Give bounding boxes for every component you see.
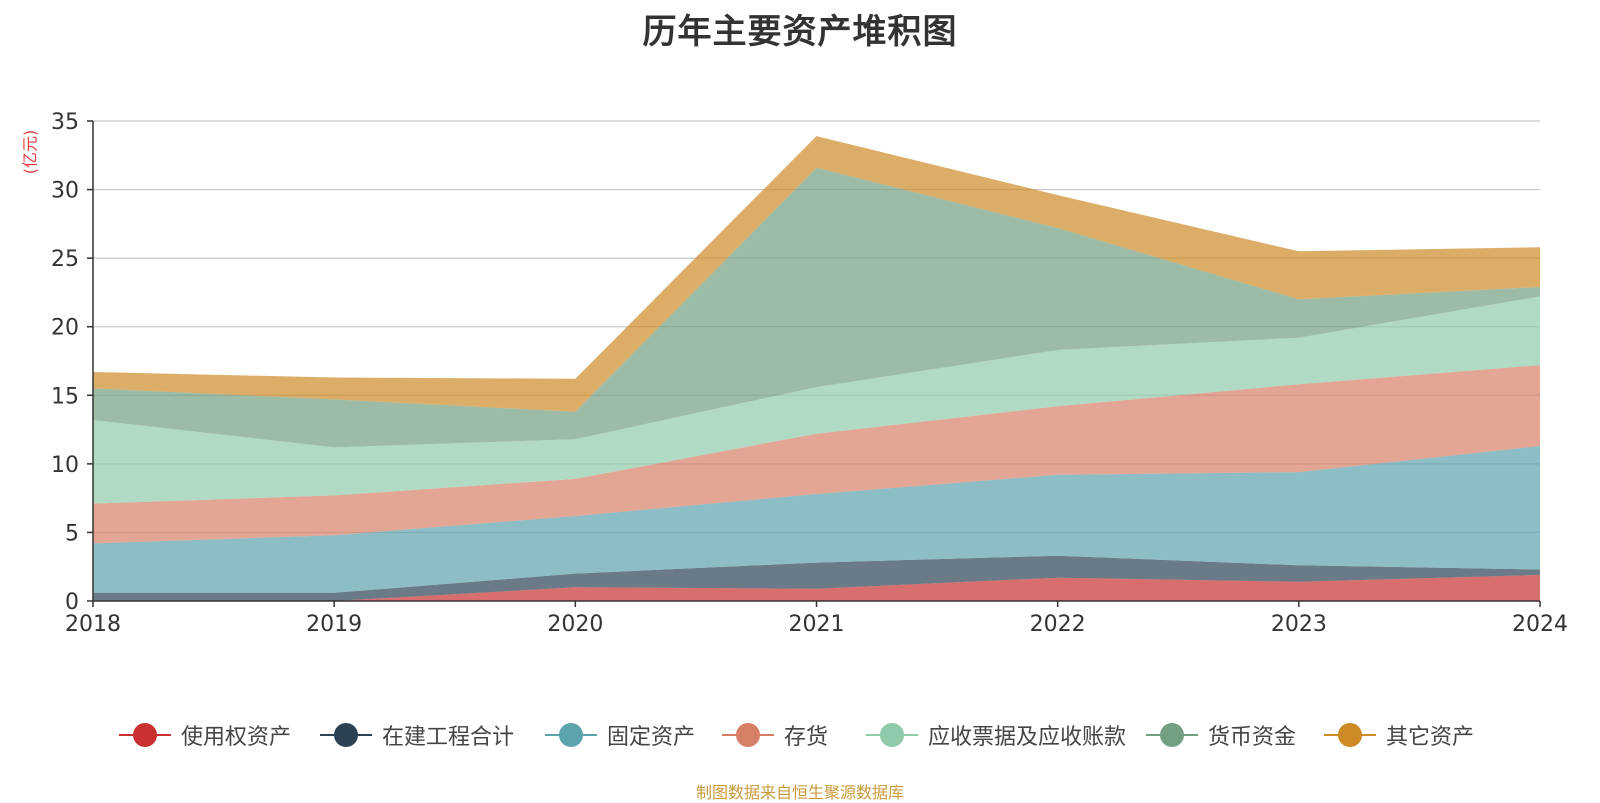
y-tick-label-0: 0 <box>65 590 79 615</box>
legend-item-3[interactable]: 存货 <box>722 718 828 752</box>
legend-label: 存货 <box>784 725 829 750</box>
x-tick-label-2020: 2020 <box>547 612 603 637</box>
legend-label: 固定资产 <box>607 725 696 750</box>
area-series-6 <box>93 136 1540 412</box>
area-series-3 <box>93 365 1540 544</box>
legend-item-2[interactable]: 固定资产 <box>545 718 695 752</box>
area-series-1 <box>93 555 1540 601</box>
area-series-2 <box>93 446 1540 593</box>
x-tick-label-2018: 2018 <box>65 612 121 637</box>
legend-item-5[interactable]: 货币资金 <box>1146 718 1296 752</box>
legend-marker-icon <box>722 720 774 750</box>
legend-item-6[interactable]: 其它资产 <box>1324 718 1474 752</box>
area-series-0 <box>93 574 1540 601</box>
chart-title: 历年主要资产堆积图 <box>642 12 958 52</box>
area-series-5 <box>93 167 1540 448</box>
axes <box>87 120 1541 607</box>
legend-item-0[interactable]: 使用权资产 <box>119 718 291 752</box>
legend-label: 其它资产 <box>1386 725 1475 750</box>
legend-marker-icon <box>320 720 372 750</box>
y-tick-labels: 0 5 10 15 20 25 30 35 <box>51 110 79 615</box>
x-tick-label-2021: 2021 <box>789 612 845 637</box>
y-tick-label-20: 20 <box>51 316 79 341</box>
x-tick-label-2024: 2024 <box>1512 612 1568 637</box>
legend-marker-icon <box>1146 720 1198 750</box>
legend-label: 货币资金 <box>1208 725 1297 750</box>
y-tick-label-25: 25 <box>51 247 79 272</box>
y-tick-label-35: 35 <box>51 110 79 135</box>
legend-label: 使用权资产 <box>181 725 292 750</box>
legend-marker-icon <box>866 720 918 750</box>
area-series-4 <box>93 296 1540 504</box>
legend-item-1[interactable]: 在建工程合计 <box>320 718 514 752</box>
y-tick-label-30: 30 <box>51 179 79 204</box>
legend-marker-icon <box>119 720 171 750</box>
y-tick-label-15: 15 <box>51 384 79 409</box>
x-tick-label-2023: 2023 <box>1271 612 1327 637</box>
legend-label: 在建工程合计 <box>382 725 515 750</box>
data-source-note: 制图数据来自恒生聚源数据库 <box>695 783 904 802</box>
legend-label: 应收票据及应收账款 <box>928 725 1127 750</box>
x-tick-label-2022: 2022 <box>1030 612 1086 637</box>
x-tick-label-2019: 2019 <box>306 612 362 637</box>
legend-item-4[interactable]: 应收票据及应收账款 <box>866 718 1126 752</box>
legend-marker-icon <box>1324 720 1376 750</box>
y-tick-label-5: 5 <box>65 521 79 546</box>
x-tick-labels: 2018 2019 2020 2021 2022 2023 2024 <box>65 612 1568 637</box>
series-areas <box>93 136 1540 601</box>
y-tick-label-10: 10 <box>51 453 79 478</box>
legend-marker-icon <box>545 720 597 750</box>
legend: 使用权资产 在建工程合计 固定资产 存货 应收票据及应收账款 货币资金 其它资产 <box>0 718 1600 752</box>
